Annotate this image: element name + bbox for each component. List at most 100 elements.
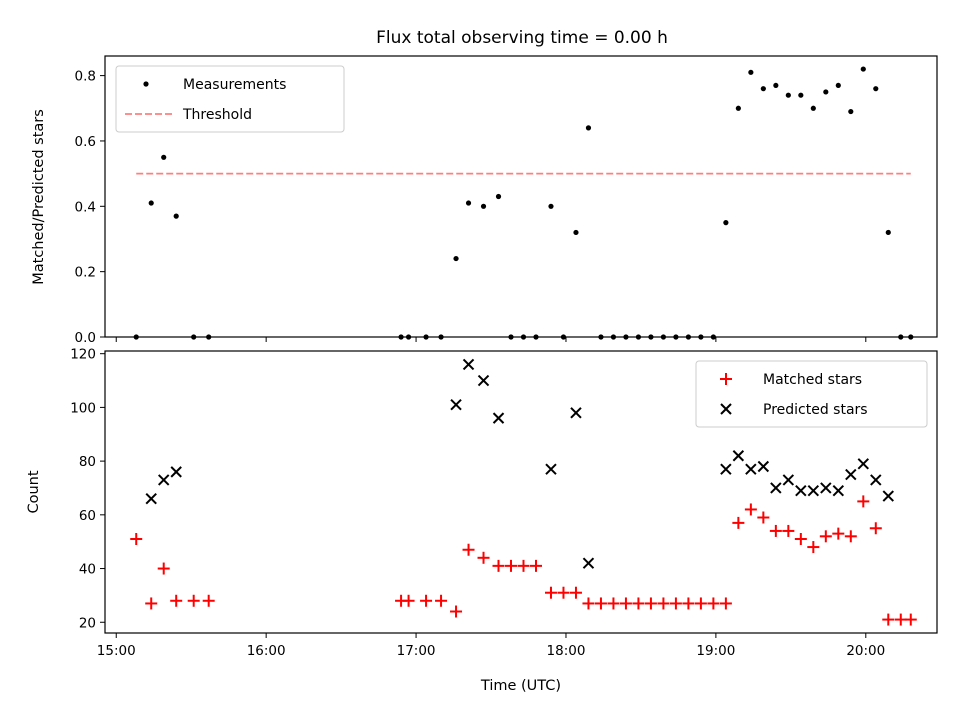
predicted-stars-point <box>757 460 770 473</box>
measurement-point <box>748 69 754 75</box>
measurement-point <box>785 92 791 98</box>
y-tick-label: 0.2 <box>75 265 96 281</box>
measurement-point <box>873 86 879 92</box>
measurement-point <box>465 200 472 206</box>
measurement-point <box>848 108 854 115</box>
legend-label-measurements: Measurements <box>183 77 286 93</box>
matched-stars-point <box>794 533 807 545</box>
measurement-point <box>206 334 212 340</box>
measurement-point <box>495 193 502 200</box>
top-plot-axes: 0.0 0.2 0.4 0.6 0.8 <box>75 69 867 346</box>
matched-stars-point <box>130 533 143 545</box>
measurement-point <box>760 86 766 92</box>
predicted-stars-legend-marker <box>720 403 732 415</box>
measurement-point <box>610 334 617 340</box>
matched-stars-point <box>732 516 745 529</box>
measurement-point <box>585 125 592 131</box>
x-tick-label: 15:00 <box>97 643 136 659</box>
predicted-stars-point <box>720 463 732 475</box>
matched-stars-point <box>632 597 645 610</box>
bottom-plot: 20 40 60 80 100 120 15:00 16:00 17:00 18:00 19:00 2… <box>26 347 938 694</box>
measurement-point <box>908 334 914 340</box>
matched-stars-point <box>529 559 542 572</box>
matched-stars-point <box>719 597 732 610</box>
matched-stars-point <box>669 597 682 610</box>
matched-stars-point <box>682 597 695 610</box>
measurement-point <box>508 334 514 340</box>
measurement-point <box>133 334 139 340</box>
measurement-point <box>898 334 904 340</box>
predicted-stars-point <box>450 399 462 411</box>
bottom-plot-marks <box>130 358 917 626</box>
bottom-plot-axes: 20 40 60 80 100 120 15:00 16:00 17:00 18:00 19:00 2… <box>70 347 885 659</box>
predicted-stars-point <box>545 463 557 475</box>
predicted-stars-point <box>570 407 582 419</box>
matched-stars-point <box>744 503 757 516</box>
matched-stars-point <box>769 524 782 537</box>
predicted-stars-point <box>492 412 505 424</box>
x-tick-label: 19:00 <box>696 643 735 659</box>
predicted-stars-point <box>807 484 820 497</box>
top-legend: Measurements Threshold <box>115 65 345 133</box>
legend-label-threshold: Threshold <box>182 107 252 123</box>
matched-stars-point <box>402 594 415 607</box>
matched-stars-point <box>202 594 215 607</box>
measurement-point <box>710 334 716 340</box>
predicted-stars-point <box>582 557 595 569</box>
y-tick-label: 60 <box>79 508 96 524</box>
x-tick-label: 20:00 <box>846 643 885 659</box>
matched-stars-point <box>857 495 870 508</box>
measurement-point <box>161 154 167 160</box>
measurement-point <box>191 334 197 340</box>
legend-label-matched-stars: Matched stars <box>763 372 862 388</box>
matched-stars-point <box>517 559 530 572</box>
y-tick-label: 0.0 <box>75 330 96 346</box>
predicted-stars-point <box>882 490 894 502</box>
predicted-stars-point <box>745 463 757 475</box>
y-tick-label: 0.4 <box>75 199 96 215</box>
measurement-point <box>885 229 891 236</box>
measurement-point <box>823 89 829 95</box>
matched-stars-point <box>557 586 570 599</box>
matched-stars-point <box>607 597 620 610</box>
predicted-stars-point <box>857 458 870 470</box>
bottom-y-axis-label: Count <box>26 470 42 513</box>
measurement-point <box>685 334 691 340</box>
predicted-stars-point <box>770 482 782 494</box>
measurement-point <box>773 82 779 89</box>
matched-stars-legend-marker <box>720 373 732 385</box>
predicted-stars-point <box>795 484 807 497</box>
measurement-point <box>548 203 554 209</box>
matched-stars-point <box>435 594 448 607</box>
y-tick-label: 120 <box>70 347 96 363</box>
bottom-plot-frame <box>104 350 938 634</box>
matched-stars-point <box>869 522 882 535</box>
measurement-point <box>573 229 579 236</box>
measurement-point <box>660 334 667 340</box>
legend-label-predicted-stars: Predicted stars <box>763 402 868 418</box>
matched-stars-point <box>187 594 200 607</box>
matched-stars-point <box>782 524 795 537</box>
matched-stars-point <box>582 597 595 610</box>
top-plot: 0.0 0.2 0.4 0.6 0.8 Matched/Predicted stars <box>31 55 938 346</box>
top-y-axis-label: Matched/Predicted stars <box>31 109 47 285</box>
top-plot-marks <box>133 66 914 340</box>
measurement-point <box>673 334 679 340</box>
x-tick-label: 18:00 <box>547 643 586 659</box>
matched-stars-point <box>832 527 845 540</box>
matched-stars-point <box>157 562 170 575</box>
matched-stars-point <box>844 530 857 543</box>
measurement-point <box>520 334 527 340</box>
measurement-point <box>723 220 729 226</box>
matched-stars-point <box>619 597 632 610</box>
top-legend-box <box>115 65 345 133</box>
measurement-point <box>735 105 741 111</box>
predicted-stars-point <box>820 482 832 494</box>
measurement-point <box>480 203 487 209</box>
matched-stars-point <box>450 605 463 618</box>
measurement-point <box>173 213 179 219</box>
measurement-point <box>453 255 459 262</box>
y-tick-label: 80 <box>79 454 96 470</box>
y-tick-label: 100 <box>70 400 96 416</box>
